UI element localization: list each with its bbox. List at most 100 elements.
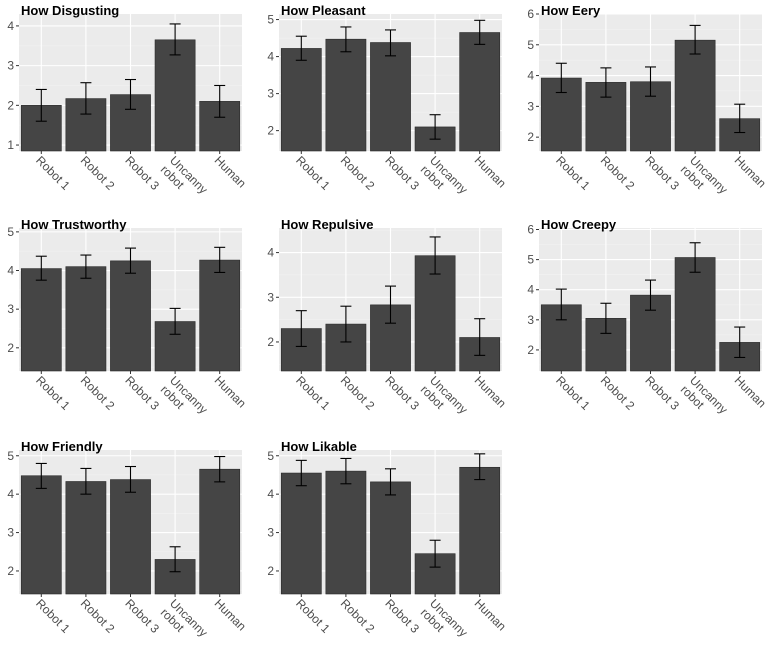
y-tick-label: 3 [267, 290, 274, 304]
y-tick-label: 6 [527, 7, 534, 21]
error-bar-uncanny-robot [689, 242, 701, 273]
error-bar-robot-3 [645, 279, 656, 311]
x-category-label: Robot 3 [122, 596, 162, 636]
x-category-label: Robot 3 [382, 153, 422, 193]
y-tick-label: 3 [7, 526, 14, 540]
error-bar-robot-2 [80, 467, 92, 495]
x-category-label: Uncannyrobot [158, 596, 211, 649]
error-bar-human [474, 19, 486, 45]
y-tick-label: 3 [527, 313, 534, 327]
x-category-label: Robot 1 [293, 373, 333, 413]
x-category-label: Robot 1 [293, 153, 333, 193]
y-tick-label: 5 [527, 38, 534, 52]
bar-human [459, 32, 501, 152]
y-tick-label: 2 [7, 341, 14, 355]
bar-robot-1 [20, 475, 62, 595]
panel-title: How Disgusting [21, 3, 119, 18]
x-category-label: Uncannyrobot [678, 153, 731, 206]
y-tick-label: 3 [267, 87, 274, 101]
y-tick-label: 3 [7, 59, 14, 73]
error-bar-robot-3 [125, 247, 136, 274]
error-bar-uncanny-robot [169, 23, 181, 56]
y-tick-label: 4 [7, 487, 14, 501]
error-bar-robot-2 [600, 67, 612, 98]
error-bar-robot-3 [645, 66, 656, 97]
y-tick-label: 2 [527, 130, 534, 144]
error-bar-uncanny-robot [429, 114, 441, 140]
y-tick-label: 4 [267, 50, 274, 64]
error-bar-robot-3 [125, 78, 136, 110]
y-tick-label: 2 [267, 564, 274, 578]
error-bar-robot-3 [385, 285, 396, 324]
bar-human [199, 468, 241, 595]
bar-human [199, 259, 241, 372]
x-category-label: Human [212, 153, 249, 190]
x-category-label: Uncannyrobot [158, 153, 211, 206]
y-tick-label: 2 [7, 98, 14, 112]
error-bar-robot-1 [295, 310, 307, 347]
x-category-label: Human [212, 373, 249, 410]
error-bar-uncanny-robot [429, 539, 441, 568]
y-tick-label: 4 [267, 246, 274, 260]
x-category-label: Robot 1 [553, 373, 593, 413]
x-category-label: Robot 2 [78, 153, 118, 193]
x-category-label: Uncannyrobot [418, 596, 471, 649]
error-bar-robot-1 [555, 288, 567, 321]
y-tick-label: 5 [267, 449, 274, 463]
x-category-label: Uncannyrobot [418, 153, 471, 206]
y-tick-label: 5 [7, 449, 14, 463]
x-category-label: Robot 2 [338, 373, 378, 413]
error-bar-robot-1 [555, 62, 567, 94]
x-category-label: Robot 1 [553, 153, 593, 193]
y-tick-label: 4 [527, 69, 534, 83]
bar-uncanny-robot [414, 255, 456, 372]
x-category-label: Robot 3 [122, 373, 162, 413]
bar-robot-3 [370, 481, 411, 595]
y-tick-label: 3 [267, 526, 274, 540]
error-bar-robot-1 [295, 35, 307, 61]
bar-robot-2 [325, 38, 367, 152]
error-bar-robot-2 [340, 305, 352, 343]
panel-how-likable: 2 3 4 5 Robot 1 Robot 2 Robot 3 Uncannyrobot Hum… [267, 439, 509, 649]
bar-human [459, 466, 501, 595]
bar-uncanny-robot [674, 257, 716, 372]
x-category-label: Robot 2 [78, 373, 118, 413]
y-tick-label: 2 [267, 124, 274, 138]
panel-title: How Friendly [21, 439, 103, 454]
panel-how-creepy: 2 3 4 5 6 Robot 1 Robot 2 Robot 3 Uncannyrobot Hu… [527, 217, 767, 426]
error-bar-robot-2 [80, 82, 92, 115]
error-bar-robot-3 [385, 29, 396, 57]
bar-robot-3 [110, 260, 151, 372]
bar-uncanny-robot [154, 39, 196, 152]
y-tick-label: 6 [527, 223, 534, 237]
x-category-label: Human [732, 373, 767, 410]
y-tick-label: 2 [527, 343, 534, 357]
y-tick-label: 5 [7, 225, 14, 239]
panel-how-friendly: 2 3 4 5 Robot 1 Robot 2 Robot 3 Uncannyrobot Hum… [7, 439, 249, 649]
error-bar-robot-1 [35, 255, 47, 281]
error-bar-human [734, 326, 746, 359]
error-bar-robot-2 [600, 302, 612, 334]
x-category-label: Robot 2 [598, 153, 638, 193]
x-category-label: Human [732, 153, 767, 190]
x-category-label: Human [472, 596, 509, 633]
y-tick-label: 3 [7, 302, 14, 316]
x-category-label: Human [472, 153, 509, 190]
bar-robot-2 [65, 266, 107, 372]
x-category-label: Robot 2 [338, 153, 378, 193]
bar-robot-1 [20, 268, 62, 372]
error-bar-human [474, 453, 486, 481]
y-tick-label: 4 [7, 19, 14, 33]
bar-robot-2 [325, 470, 367, 595]
bar-robot-3 [370, 42, 411, 152]
x-category-label: Robot 2 [338, 596, 378, 636]
error-bar-human [734, 103, 746, 134]
x-category-label: Uncannyrobot [678, 373, 731, 426]
error-bar-uncanny-robot [429, 236, 441, 275]
x-category-label: Robot 2 [78, 596, 118, 636]
x-category-label: Robot 1 [293, 596, 333, 636]
x-category-label: Robot 1 [33, 596, 73, 636]
panel-how-trustworthy: 2 3 4 5 Robot 1 Robot 2 Robot 3 Uncannyrobot Hum… [7, 217, 249, 417]
bar-robot-2 [65, 481, 107, 595]
y-tick-label: 4 [527, 283, 534, 297]
